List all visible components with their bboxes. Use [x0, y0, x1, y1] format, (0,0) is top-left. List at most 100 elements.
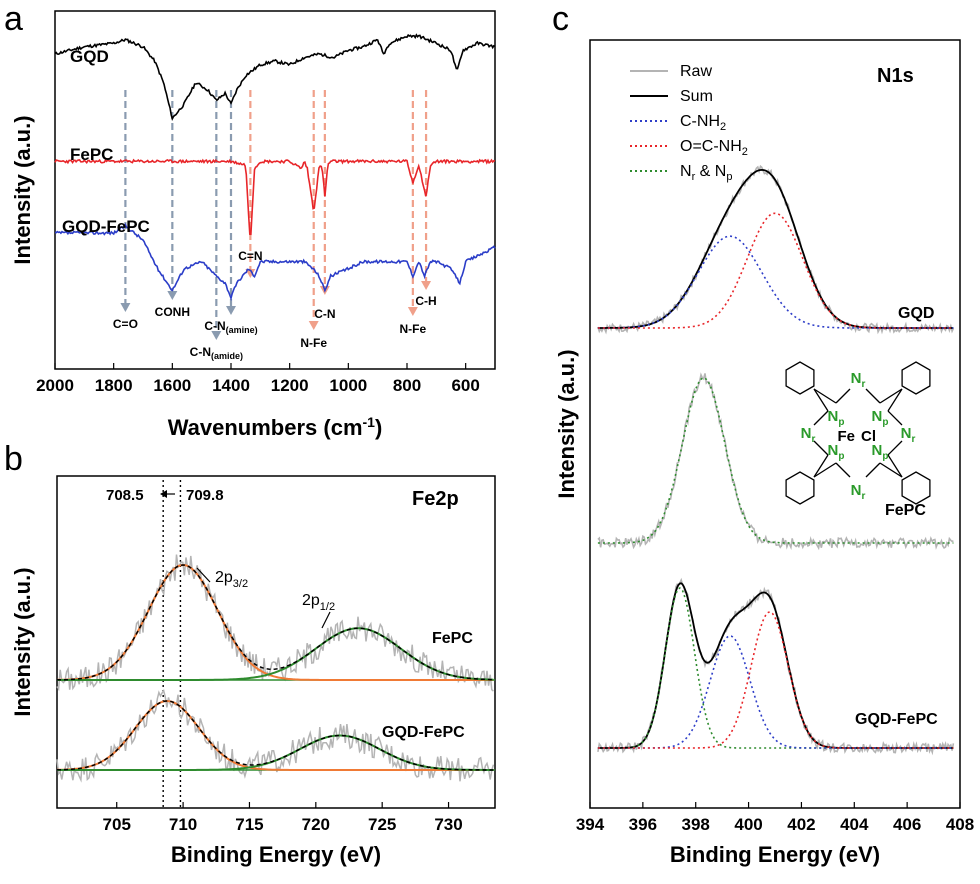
annotation-label-main: C=N [238, 249, 262, 263]
component-GQD-FePC-1 [597, 635, 954, 749]
component-GQD-FePC-0 [597, 587, 954, 749]
legend-main: Raw [680, 63, 712, 80]
spectrum-label-FePC: FePC [885, 502, 926, 519]
x-tick-label-730: 730 [434, 815, 462, 834]
annotation-label-3: C-N(amine) [204, 319, 257, 335]
panel-b-y-axis-title: Intensity (a.u.) [10, 567, 35, 716]
x-tick-label-1600: 1600 [153, 376, 191, 395]
panel-b-title: Fe2p [412, 488, 459, 510]
annotation-label-6: C-N [314, 307, 335, 321]
legend-main: C-NH [680, 113, 720, 130]
annotation-arrowhead-4 [245, 269, 256, 278]
molecule-bond-11 [865, 462, 881, 478]
molecule-bond-2 [887, 388, 903, 412]
panel-a-series-labels: GQD FePC GQD-FePC [62, 47, 150, 236]
molecule-bond-0 [813, 388, 829, 412]
legend-main: Sum [680, 88, 713, 105]
legend-main: N [680, 163, 692, 180]
x-tick-label-406: 406 [893, 815, 921, 834]
molecule-bond-14 [887, 410, 903, 426]
panel-b-spectra: FePC GQD-FePC [56, 554, 495, 783]
benzene-ring-tr [901, 361, 931, 395]
panel-b-x-axis-title: Binding Energy (eV) [171, 842, 381, 867]
panel-c-n1s: 394 396 398 400 402 404 406 408 GQD FePC GQD-FePC… [554, 39, 974, 867]
atom-symbol: N [801, 425, 812, 442]
panel-label-a: a [4, 0, 23, 38]
benzene-ring-tl [785, 361, 815, 395]
molecule-bond-5 [813, 462, 837, 478]
series-FePC [54, 158, 496, 236]
x-tick-label-725: 725 [368, 815, 396, 834]
annotation-label-2: C-N(amide) [190, 345, 243, 361]
sum-GQD-FePC [57, 700, 494, 771]
molecule-bond-1 [813, 388, 837, 404]
atom-symbol: N [901, 425, 912, 442]
annotation-arrowhead-5 [308, 321, 319, 330]
molecule-bond-4 [813, 454, 829, 478]
atom-metal: Fe [837, 428, 855, 445]
series-label-GQD-FePC: GQD-FePC [62, 217, 150, 236]
panel-label-c: c [552, 0, 569, 38]
atom-symbol: N [872, 442, 883, 459]
series-GQD-FePC [54, 223, 496, 302]
atom-Np-6: Np [828, 442, 845, 462]
panel-a-series [54, 33, 496, 302]
panel-c-frame [589, 39, 961, 809]
component-FePC-0 [597, 377, 954, 544]
atom-Nr-0: Nr [851, 370, 866, 390]
peak-label-2p32: 2p3/2 [215, 569, 248, 590]
spectrum-label-FePC: FePC [432, 630, 473, 647]
raw-GQD-FePC [56, 688, 495, 783]
benzene-ring-bl [785, 471, 815, 505]
panel-c-x-ticks: 394 396 398 400 402 404 406 408 [576, 802, 974, 834]
annotation-label-main: CONH [155, 305, 190, 319]
annotation-label-0: C=O [113, 317, 138, 331]
annotation-arrowhead-3 [226, 306, 236, 315]
legend-sub: 2 [720, 121, 726, 133]
x-tick-label-1200: 1200 [271, 376, 309, 395]
legend-tail: & N [695, 163, 726, 180]
panel-c-y-axis-title: Intensity (a.u.) [554, 349, 579, 498]
legend-label-0: Raw [680, 63, 712, 80]
annotation-label-main: C-H [415, 294, 436, 308]
molecule-bond-3 [879, 388, 903, 404]
spectrum-label-GQD: GQD [898, 305, 934, 322]
annotation-label-sub: (amide) [211, 351, 243, 361]
x-tick-label-715: 715 [235, 815, 263, 834]
annotation-arrowhead-1 [167, 291, 178, 300]
molecule-bond-6 [887, 454, 903, 478]
atom-subscript: p [838, 451, 844, 462]
legend-sub2: p [726, 171, 732, 183]
atom-subscript: p [838, 417, 844, 428]
panel-a-x-axis-title: Wavenumbers (cm-1) [168, 414, 383, 440]
molecule-bond-8 [835, 388, 851, 404]
atom-symbol: N [872, 408, 883, 425]
molecule-bond-10 [835, 462, 851, 478]
panel-b-reference-lines [162, 480, 182, 808]
annotation-label-main: N-Fe [300, 336, 327, 350]
legend-label-4: Nr & Np [680, 163, 732, 183]
annotation-label-7: N-Fe [400, 322, 427, 336]
component-GQD-1 [597, 212, 954, 329]
series-label-GQD: GQD [70, 47, 109, 66]
annotation-label-8: C-H [415, 294, 436, 308]
x-tick-label-1400: 1400 [212, 376, 250, 395]
x-tick-label-2000: 2000 [36, 376, 74, 395]
annotation-label-main: C-N [190, 345, 211, 359]
fit-peak-b-FePC [57, 627, 494, 681]
annotation-label-main: N-Fe [400, 322, 427, 336]
molecule-bond-12 [813, 410, 829, 426]
atom-Np-7: Np [872, 442, 889, 462]
raw-FePC [597, 372, 954, 551]
annotation-label-main: C=O [113, 317, 138, 331]
x-tick-label-394: 394 [576, 815, 605, 834]
annotation-label-main: C-N [314, 307, 335, 321]
annotation-arrowhead-7 [407, 307, 418, 316]
atom-Np-5: Np [872, 408, 889, 428]
x-tick-label-398: 398 [682, 815, 710, 834]
annotation-label-4: C=N [238, 249, 262, 263]
raw-GQD [597, 164, 955, 335]
annotation-arrowhead-0 [120, 303, 131, 312]
